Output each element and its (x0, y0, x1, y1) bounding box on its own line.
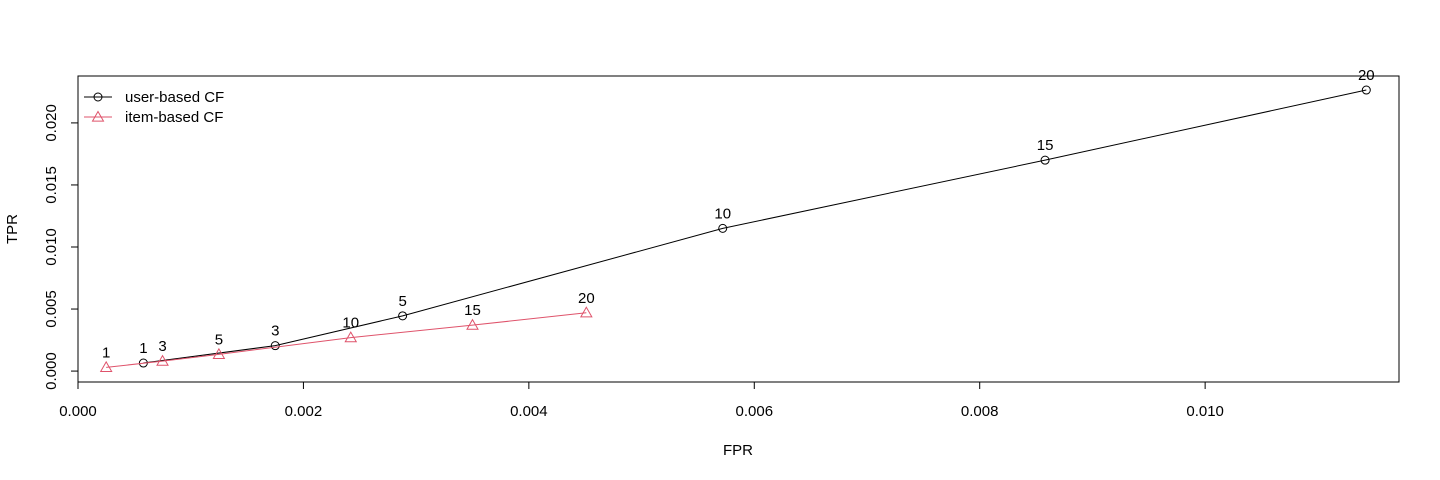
data-label: 10 (714, 205, 731, 222)
data-point (466, 318, 479, 330)
data-point (398, 311, 408, 321)
legend-label: user-based CF (125, 89, 224, 106)
y-tick-label: 0.000 (43, 352, 60, 390)
x-axis-title: FPR (723, 442, 753, 459)
data-point (270, 341, 280, 351)
data-point (1361, 85, 1371, 95)
x-tick-label: 0.006 (736, 403, 774, 420)
y-tick-label: 0.015 (43, 166, 60, 204)
legend-label: item-based CF (125, 109, 223, 126)
legend: user-based CF item-based CF (84, 89, 224, 126)
data-label: 15 (1037, 137, 1054, 154)
data-point (1040, 155, 1050, 165)
data-label: 1 (102, 344, 110, 361)
y-tick-label: 0.010 (43, 228, 60, 266)
data-point (212, 347, 226, 359)
legend-marker (91, 110, 105, 122)
data-point (156, 354, 169, 366)
data-label: 5 (398, 293, 406, 310)
data-label: 3 (158, 338, 166, 355)
series-line (106, 312, 587, 368)
y-tick-label: 0.020 (43, 104, 60, 142)
x-tick-label: 0.000 (59, 403, 97, 420)
y-axis-title: TPR (4, 214, 21, 244)
x-tick-label: 0.010 (1186, 403, 1224, 420)
x-tick-label: 0.004 (510, 403, 548, 420)
data-point (344, 331, 358, 343)
legend-marker (93, 92, 103, 102)
data-point (579, 306, 593, 318)
series-line (143, 89, 1367, 364)
x-axis: 0.000 0.002 0.004 0.006 0.008 0.010 (59, 381, 1224, 420)
data-label: 20 (578, 290, 595, 307)
data-label: 3 (271, 323, 279, 340)
data-label: 5 (215, 331, 223, 348)
data-label: 20 (1358, 67, 1375, 84)
data-point (99, 360, 113, 372)
x-tick-label: 0.002 (285, 403, 323, 420)
data-label: 15 (464, 302, 481, 319)
data-label: 10 (342, 315, 359, 332)
x-tick-label: 0.008 (961, 403, 999, 420)
data-label: 1 (139, 340, 147, 357)
y-axis: 0.000 0.005 0.010 0.015 0.020 (43, 104, 79, 390)
y-tick-label: 0.005 (43, 290, 60, 328)
data-point (718, 223, 728, 233)
